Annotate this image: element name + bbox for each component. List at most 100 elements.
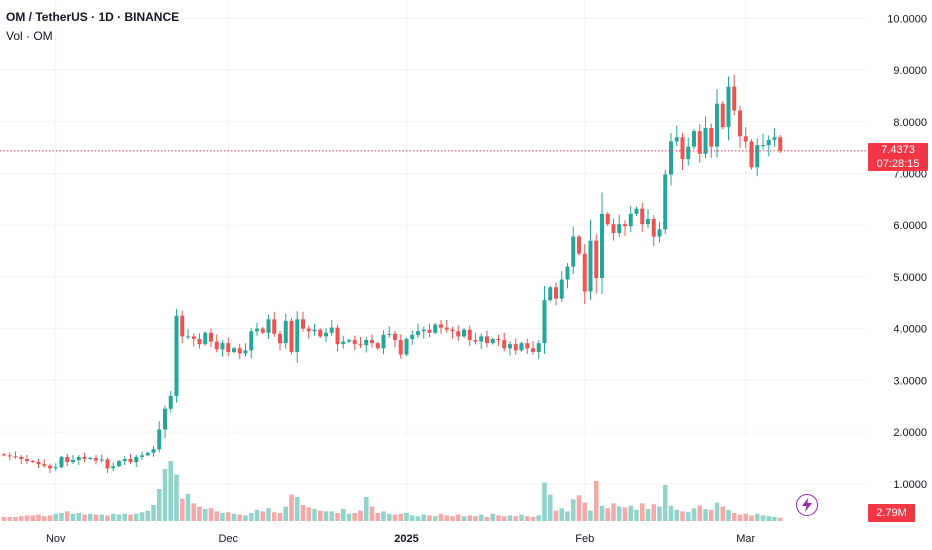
candle-body xyxy=(209,332,213,342)
volume-bar xyxy=(76,513,82,521)
candle-body xyxy=(94,457,98,461)
candle-body xyxy=(467,329,472,341)
candle-body xyxy=(473,340,478,342)
volume-bar xyxy=(467,515,473,521)
y-tick-label: 9.0000 xyxy=(893,65,927,77)
candle-body xyxy=(761,145,765,147)
volume-tag: 2.79M xyxy=(868,504,915,522)
candle-body xyxy=(611,224,616,233)
candle-body xyxy=(358,344,363,346)
volume-bar xyxy=(478,514,484,521)
volume-bar xyxy=(519,514,524,521)
x-tick-label: Feb xyxy=(575,533,594,545)
volume-bar xyxy=(662,485,668,521)
volume-bar xyxy=(415,516,421,521)
last-price-value: 7.4373 xyxy=(881,143,915,156)
candle-body xyxy=(651,219,656,237)
candle-body xyxy=(588,240,593,292)
volume-bar xyxy=(220,513,225,521)
candle-body xyxy=(65,456,70,463)
y-tick-label: 1.0000 xyxy=(893,479,927,491)
candle-body xyxy=(88,457,93,459)
volume-bar xyxy=(760,515,766,521)
volume-bar xyxy=(674,509,680,521)
volume-bar xyxy=(772,517,777,521)
volume-bar xyxy=(162,469,168,521)
candle-body xyxy=(48,465,52,469)
candle-body xyxy=(450,329,455,332)
candle-body xyxy=(502,340,507,349)
y-tick-label: 4.0000 xyxy=(893,324,927,336)
volume-bar xyxy=(484,517,490,521)
volume-bar xyxy=(559,508,565,521)
volume-bar xyxy=(731,513,737,521)
candle-body xyxy=(571,236,576,267)
volume-bar xyxy=(622,507,628,521)
candle-body xyxy=(283,320,288,344)
volume-bar xyxy=(720,506,726,521)
volume-bar xyxy=(766,516,772,521)
candle-body xyxy=(71,460,75,463)
candle-body xyxy=(387,333,392,335)
candle-body xyxy=(692,131,696,147)
candle-body xyxy=(600,213,604,278)
candle-body xyxy=(145,452,150,456)
candle-body xyxy=(496,338,501,341)
volume-bar xyxy=(116,514,122,521)
candle-body xyxy=(42,464,47,466)
candle-body xyxy=(128,458,133,463)
volume-legend[interactable]: Vol · OM xyxy=(6,29,53,43)
candle-body xyxy=(278,333,282,344)
volume-bar xyxy=(30,515,36,521)
candle-body xyxy=(140,455,144,457)
volume-bar xyxy=(576,495,582,521)
candle-body xyxy=(393,333,397,341)
volume-bar xyxy=(714,502,720,521)
candle-body xyxy=(680,137,685,160)
volume-bar xyxy=(432,516,438,521)
volume-bar xyxy=(455,514,461,521)
volume-bar xyxy=(18,516,24,521)
volume-bar xyxy=(93,514,99,521)
candle-body xyxy=(525,343,530,349)
volume-bar xyxy=(87,513,93,521)
volume-bar xyxy=(202,509,208,521)
volume-bar xyxy=(179,498,185,521)
candle-body xyxy=(519,343,524,351)
volume-bar xyxy=(24,515,30,521)
candle-body xyxy=(542,300,547,344)
x-axis[interactable]: Nov Dec 2025 Feb Mar xyxy=(46,533,756,545)
candle-body xyxy=(168,395,173,409)
candle-body xyxy=(191,336,196,339)
chart-legend: OM / TetherUS · 1D · BINANCE Vol · OM xyxy=(6,8,179,46)
candle-body xyxy=(243,350,248,354)
candle-body xyxy=(289,320,294,352)
candle-body xyxy=(341,341,346,345)
candle-body xyxy=(778,137,783,151)
candle-body xyxy=(36,462,41,465)
candle-body xyxy=(249,331,254,351)
volume-bar xyxy=(174,474,179,521)
y-axis[interactable]: 1.0000 2.0000 3.0000 4.0000 5.0000 6.0000 7.00… xyxy=(887,13,927,490)
volume-bar xyxy=(375,513,381,521)
volume-bar xyxy=(427,515,432,521)
volume-bar xyxy=(197,506,202,521)
volume-bar xyxy=(99,514,105,521)
symbol-title[interactable]: OM / TetherUS · 1D · BINANCE xyxy=(6,10,180,24)
volume-bar xyxy=(565,511,570,521)
candle-body xyxy=(640,208,645,225)
volume-bar xyxy=(36,514,41,521)
candle-body xyxy=(490,338,495,344)
volume-bar xyxy=(243,515,248,521)
candle-body xyxy=(375,343,380,349)
candle-body xyxy=(548,287,553,301)
volume-bar xyxy=(685,512,691,521)
candle-body xyxy=(703,127,708,154)
candle-body xyxy=(30,461,35,463)
last-price-tag: 7.4373 07:28:15 xyxy=(868,142,928,171)
volume-bar xyxy=(726,509,731,521)
candle-body xyxy=(634,208,639,214)
lightning-icon[interactable] xyxy=(796,494,818,516)
candle-body xyxy=(301,319,305,329)
